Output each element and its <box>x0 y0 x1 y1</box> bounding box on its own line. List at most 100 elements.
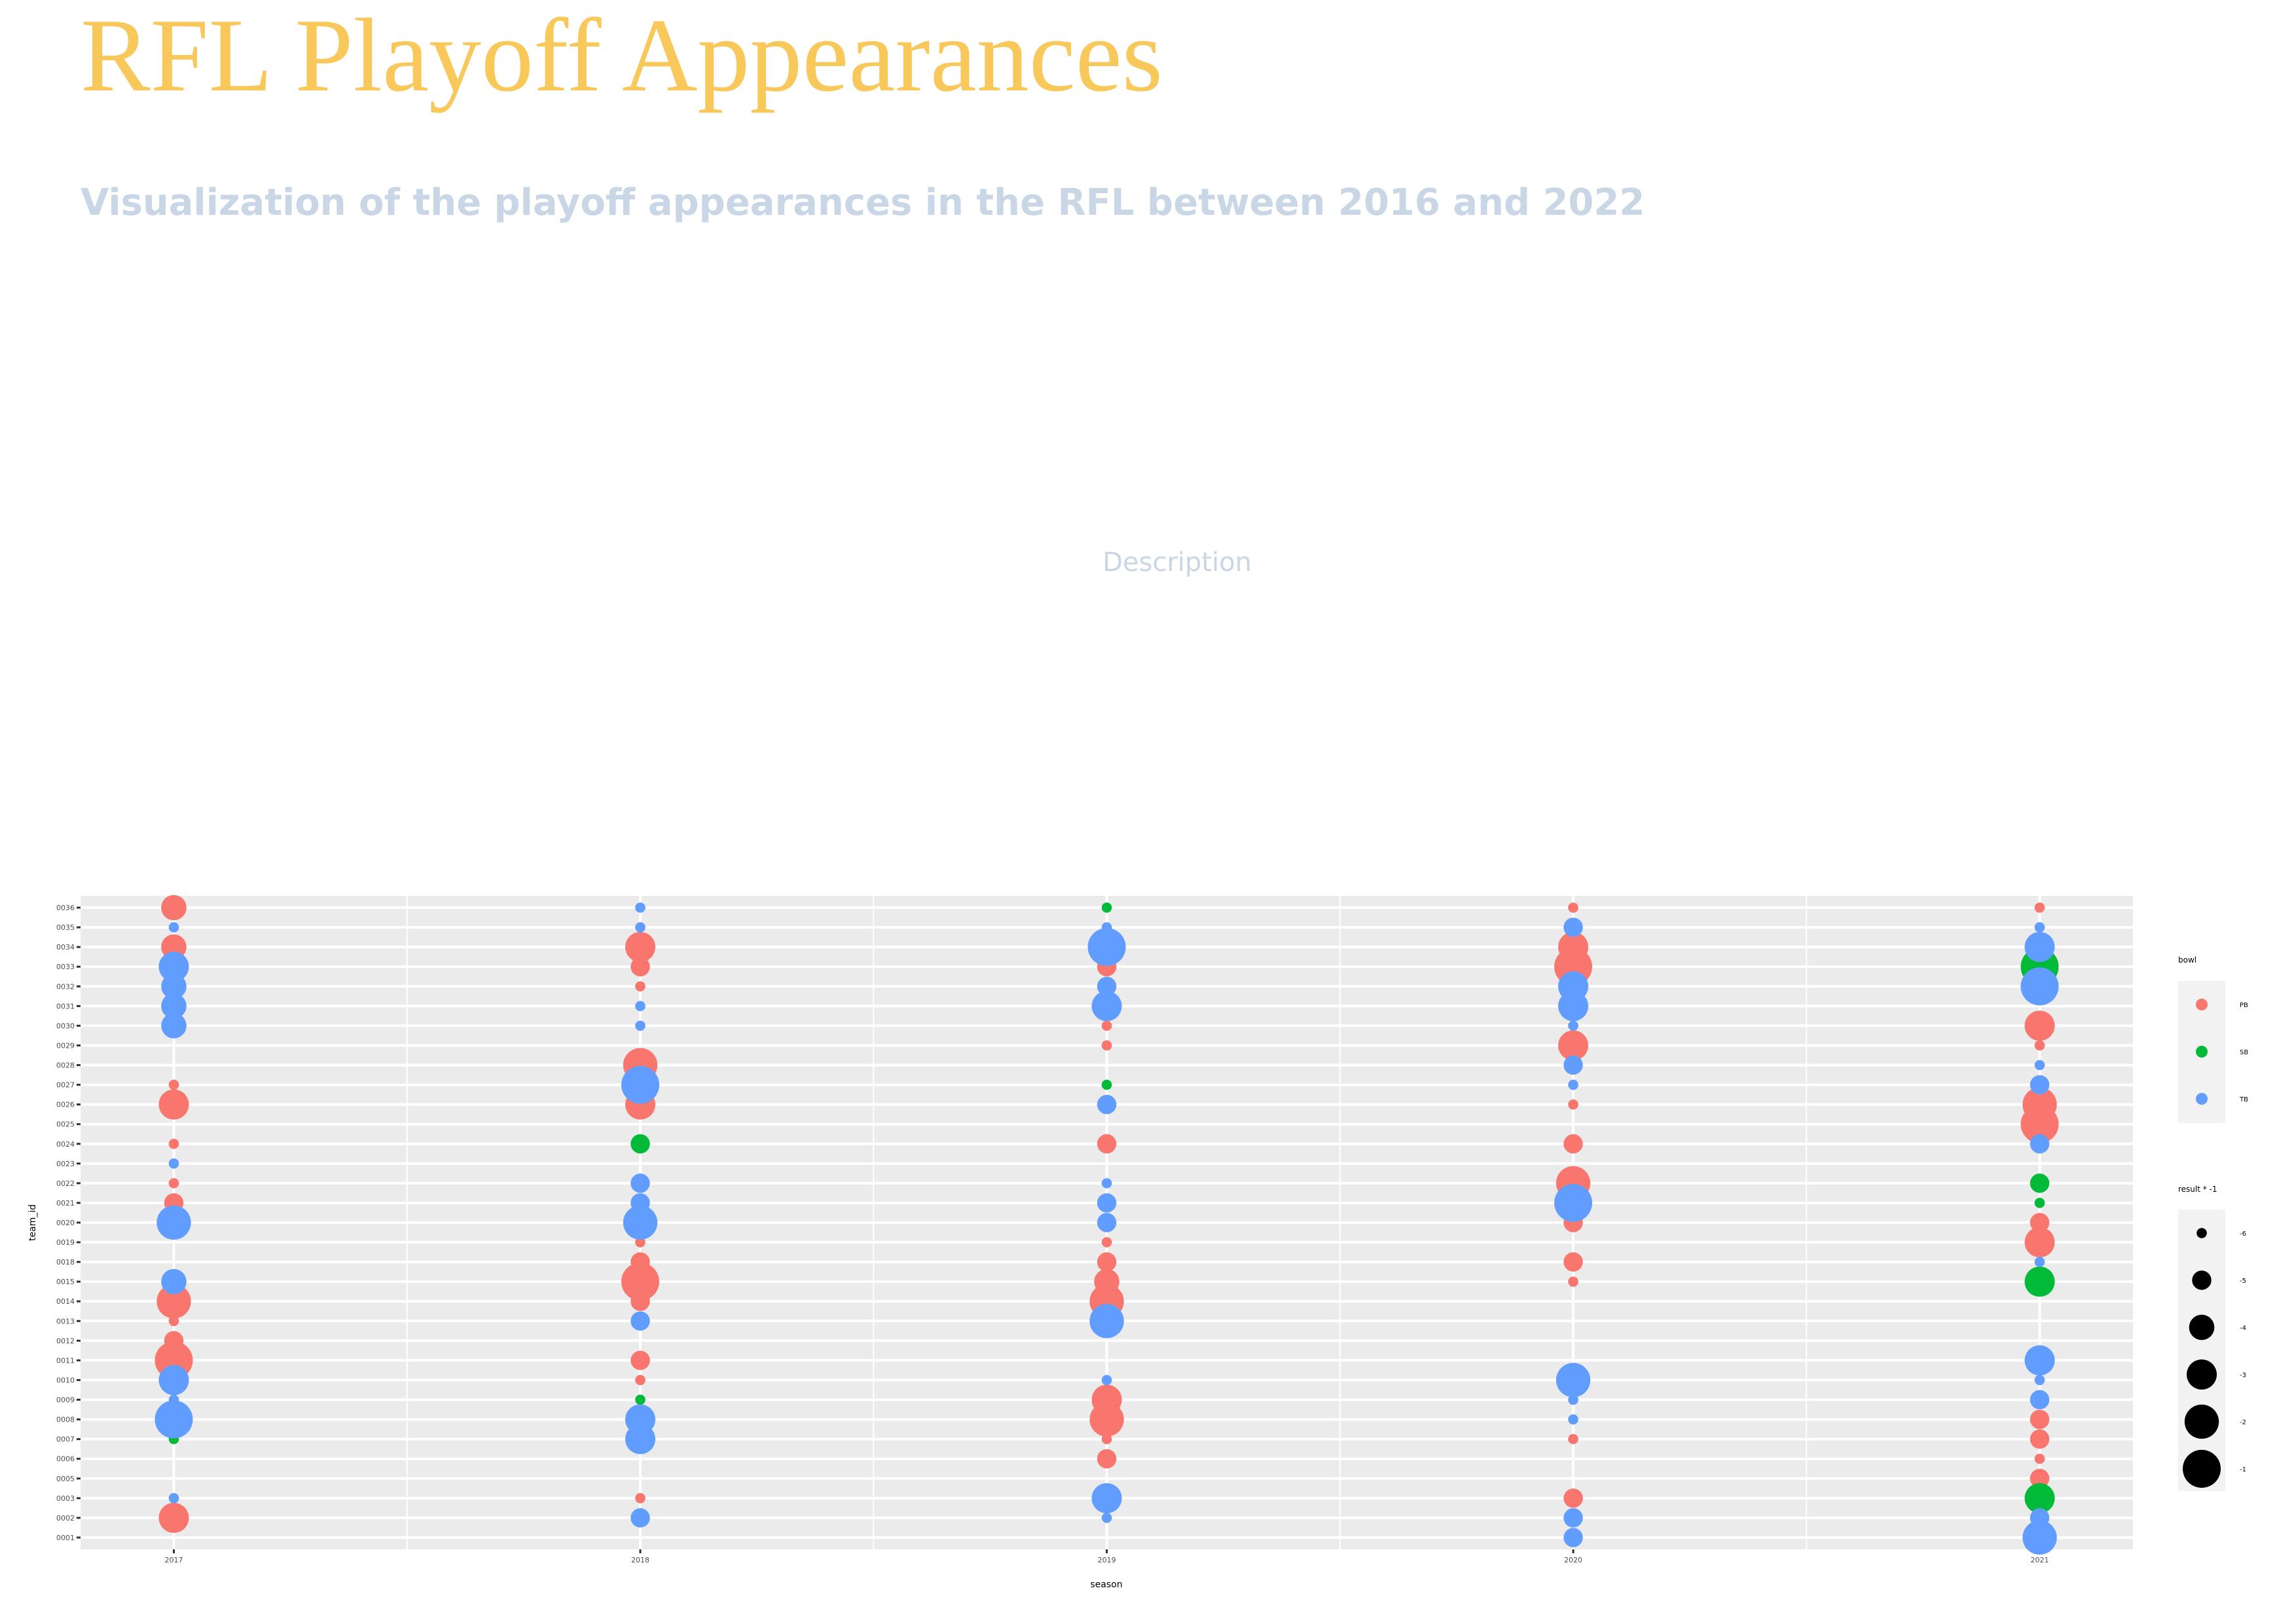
page-subtitle: Visualization of the playoff appearances… <box>81 181 1645 224</box>
point <box>2020 1105 2059 1143</box>
y-tick-label: 0013 <box>56 1317 75 1325</box>
point <box>1563 1252 1583 1272</box>
point <box>635 922 646 932</box>
point <box>161 973 187 999</box>
point <box>1563 1055 1583 1075</box>
point <box>2024 1010 2055 1041</box>
y-tick-label: 0003 <box>56 1494 75 1503</box>
legend-label: PB <box>2240 1002 2248 1009</box>
point <box>1091 991 1122 1022</box>
point <box>1101 1020 1112 1031</box>
point <box>1563 1134 1583 1154</box>
y-tick-label: 0024 <box>56 1140 75 1149</box>
point <box>161 1268 187 1295</box>
point <box>2030 1390 2050 1410</box>
point <box>2034 1198 2045 1208</box>
y-tick-label: 0020 <box>56 1219 75 1227</box>
point <box>635 1394 646 1405</box>
point <box>156 1284 191 1319</box>
point <box>1101 1079 1112 1090</box>
point <box>635 981 646 992</box>
page-title: RFL Playoff Appearances <box>81 0 1163 113</box>
point <box>1563 917 1583 937</box>
y-tick-label: 0014 <box>56 1297 75 1306</box>
y-tick-label: 0021 <box>56 1199 75 1208</box>
y-tick-label: 0022 <box>56 1179 75 1188</box>
y-tick-label: 0028 <box>56 1061 75 1070</box>
y-tick-label: 0002 <box>56 1514 75 1522</box>
size-legend-title: result * -1 <box>2178 1185 2217 1194</box>
y-tick-label: 0005 <box>56 1475 75 1483</box>
y-tick-label: 0009 <box>56 1396 75 1405</box>
point <box>1087 928 1126 967</box>
legend-swatch <box>2196 999 2208 1010</box>
description: Description <box>1102 547 1252 578</box>
point <box>1097 1193 1117 1213</box>
size-key <box>2184 1404 2219 1439</box>
point <box>635 1493 646 1504</box>
point <box>168 1079 179 1090</box>
y-tick-label: 0012 <box>56 1337 75 1345</box>
x-tick-label: 2020 <box>1564 1556 1582 1564</box>
point <box>2024 1483 2055 1513</box>
point <box>1097 1213 1117 1232</box>
point <box>168 1493 179 1504</box>
point <box>2034 922 2045 932</box>
y-tick-label: 0007 <box>56 1435 75 1444</box>
point <box>630 1508 650 1528</box>
y-axis-title: team_id <box>27 1204 38 1241</box>
point <box>635 1375 646 1386</box>
point <box>1101 1040 1112 1051</box>
point <box>161 993 187 1019</box>
point <box>2030 1134 2050 1154</box>
point <box>158 951 189 982</box>
point <box>1101 902 1112 913</box>
y-tick-label: 0023 <box>56 1160 75 1168</box>
size-key <box>2192 1270 2212 1290</box>
point <box>2024 932 2055 963</box>
point <box>623 1205 658 1240</box>
point <box>635 1001 646 1012</box>
x-tick-label: 2021 <box>2031 1556 2049 1564</box>
point <box>635 1020 646 1031</box>
point <box>2034 1060 2045 1071</box>
size-key <box>2183 1450 2221 1488</box>
point <box>168 922 179 932</box>
legend-label: TB <box>2239 1096 2248 1103</box>
point <box>621 1065 659 1104</box>
point <box>2034 1040 2045 1051</box>
point <box>1556 1363 1591 1397</box>
point <box>1568 902 1578 913</box>
y-tick-label: 0034 <box>56 943 75 951</box>
size-label: -3 <box>2240 1372 2246 1379</box>
point <box>1568 1079 1578 1090</box>
point <box>630 1173 650 1193</box>
point <box>1101 1178 1112 1189</box>
y-tick-label: 0008 <box>56 1416 75 1424</box>
y-tick-label: 0032 <box>56 982 75 991</box>
y-tick-label: 0033 <box>56 963 75 971</box>
point <box>2030 1429 2050 1449</box>
size-label: -5 <box>2240 1278 2246 1285</box>
point <box>1091 1483 1122 1513</box>
point <box>156 1205 191 1240</box>
point <box>1563 1528 1583 1547</box>
point <box>2030 1075 2050 1095</box>
y-tick-label: 0027 <box>56 1081 75 1090</box>
legend-label: SB <box>2240 1049 2248 1056</box>
point <box>630 1311 650 1331</box>
point <box>2034 1375 2045 1386</box>
y-tick-label: 0011 <box>56 1356 75 1365</box>
point <box>1568 1394 1578 1405</box>
x-tick-label: 2018 <box>631 1556 649 1564</box>
point <box>1097 1252 1117 1272</box>
legend-swatch <box>2196 1046 2208 1058</box>
point <box>1568 1020 1578 1031</box>
y-tick-label: 0036 <box>56 904 75 912</box>
x-axis-title: season <box>1090 1579 1122 1590</box>
size-key <box>2189 1314 2215 1340</box>
point <box>168 1138 179 1149</box>
point <box>1563 1508 1583 1528</box>
size-key <box>2196 1228 2207 1238</box>
